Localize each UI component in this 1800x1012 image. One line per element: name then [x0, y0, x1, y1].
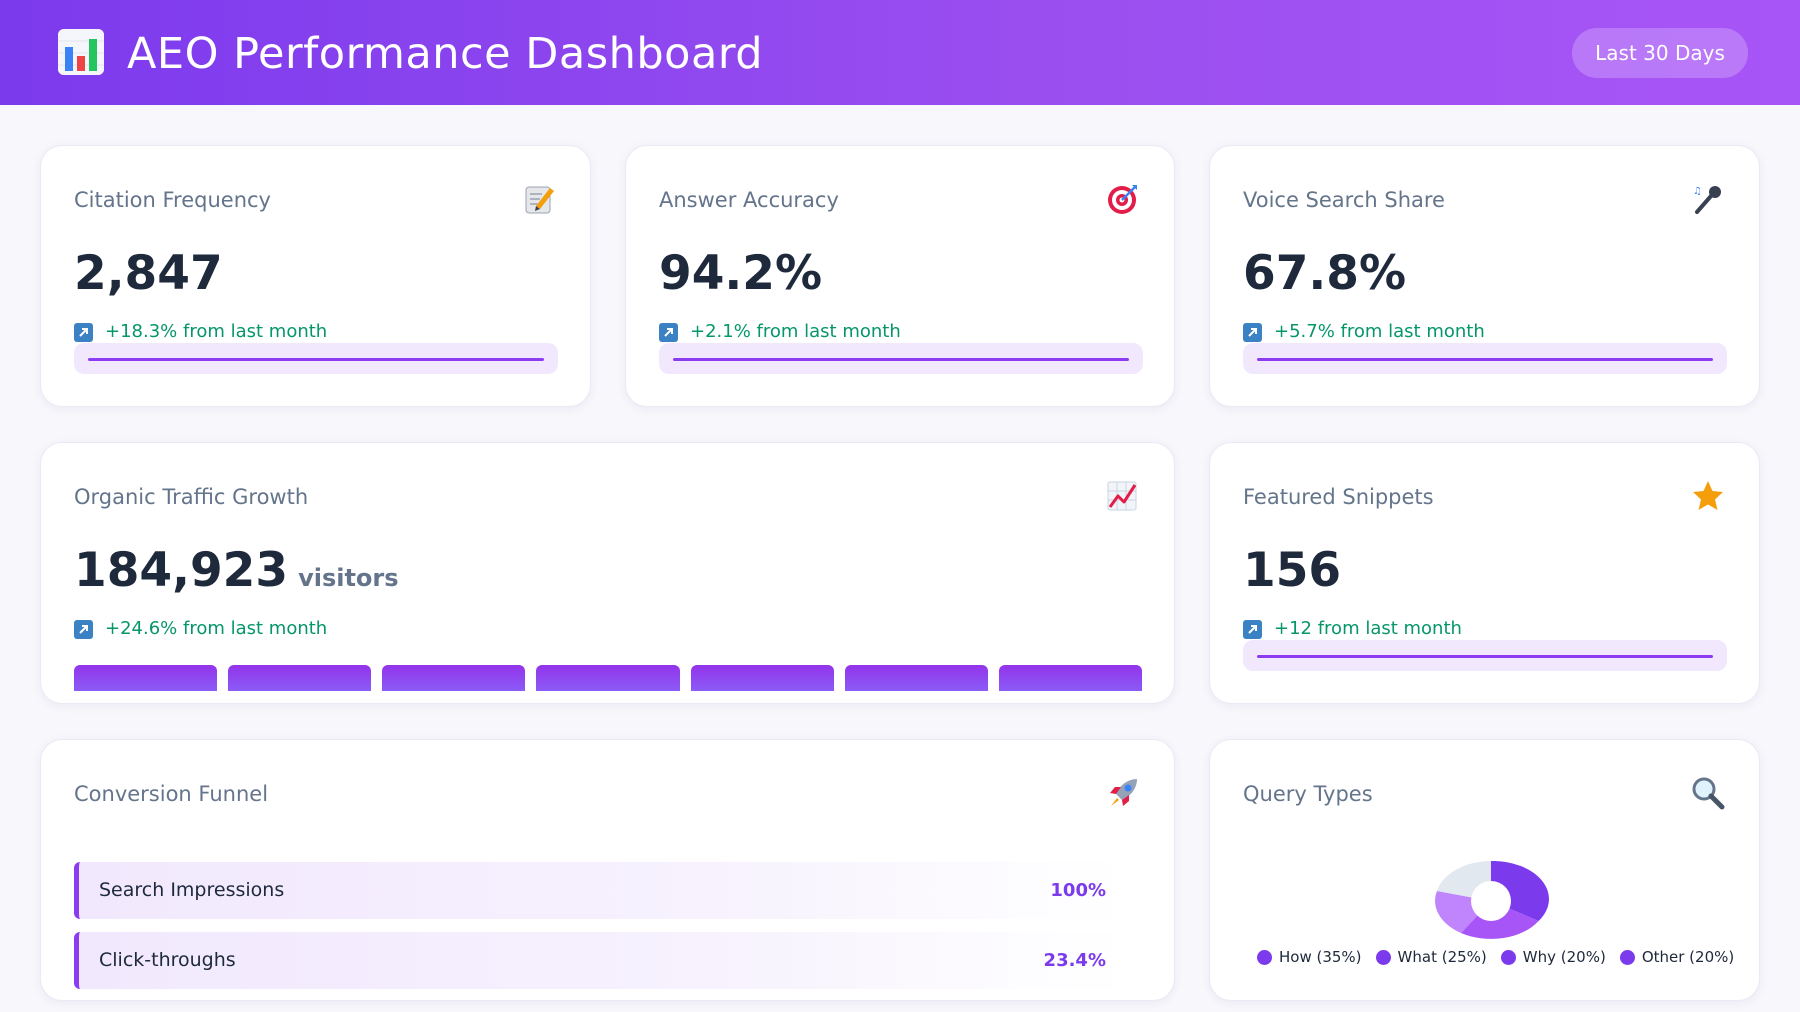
legend-item: Why (20%) — [1500, 948, 1606, 966]
metric-change: +5.7% from last month — [1243, 320, 1485, 344]
card-title: Conversion Funnel — [74, 782, 269, 806]
voice-search-card: Voice Search Share ♫ 67.8% +5.7% from la… — [1209, 145, 1760, 407]
donut-slice-what — [1461, 901, 1539, 939]
traffic-bar — [74, 665, 218, 691]
traffic-bar — [536, 665, 680, 691]
change-text: +24.6% from last month — [105, 618, 328, 639]
microphone-icon: ♫ — [1691, 182, 1725, 216]
legend-dot — [1375, 949, 1391, 965]
legend-item: What (25%) — [1375, 948, 1487, 966]
organic-traffic-card: Organic Traffic Growth 184,923 visitors +… — [40, 442, 1175, 704]
progress-fill — [1257, 655, 1713, 658]
legend-item: How (35%) — [1257, 948, 1362, 966]
legend-dot — [1619, 949, 1635, 965]
change-text: +5.7% from last month — [1274, 321, 1485, 342]
metric-value: 2,847 — [74, 246, 223, 301]
conversion-funnel-card: Conversion Funnel Search Impressions 100… — [40, 739, 1175, 1001]
change-text: +2.1% from last month — [690, 321, 901, 342]
funnel-label: Click-throughs — [99, 949, 236, 971]
rocket-icon — [1106, 776, 1140, 810]
funnel-percent: 23.4% — [1043, 950, 1106, 971]
traffic-unit: visitors — [298, 564, 399, 592]
legend-label: What (25%) — [1397, 948, 1487, 966]
progress-track — [1243, 640, 1727, 671]
metric-value: 156 — [1243, 543, 1342, 598]
traffic-bar — [228, 665, 372, 691]
legend-label: Why (20%) — [1522, 948, 1606, 966]
memo-icon — [522, 182, 556, 216]
traffic-bar — [382, 665, 526, 691]
arrow-up-right-icon — [74, 322, 93, 342]
progress-track — [1243, 343, 1727, 374]
traffic-bar — [690, 665, 834, 691]
donut-hole — [1471, 881, 1511, 921]
legend-dot — [1257, 949, 1272, 965]
metric-change: +24.6% from last month — [74, 617, 327, 641]
traffic-number: 184,923 — [74, 543, 289, 598]
query-types-legend: How (35%) What (25%) Why (20%) Other (20… — [1257, 948, 1734, 966]
featured-snippets-card: Featured Snippets 156 +12 from last mont… — [1209, 442, 1760, 704]
bar-chart-icon — [58, 29, 104, 75]
card-title: Citation Frequency — [74, 188, 271, 212]
funnel-percent: 100% — [1050, 880, 1106, 901]
change-text: +12 from last month — [1274, 618, 1462, 639]
target-icon — [1106, 182, 1140, 216]
magnifier-icon — [1691, 776, 1725, 810]
arrow-up-right-icon — [1243, 619, 1262, 639]
answer-accuracy-card: Answer Accuracy 94.2% +2.1% from last mo… — [625, 145, 1175, 407]
legend-label: Other (20%) — [1641, 948, 1735, 966]
metric-change: +18.3% from last month — [74, 320, 327, 344]
arrow-up-right-icon — [74, 619, 93, 639]
metric-change: +2.1% from last month — [659, 320, 901, 344]
metric-value: 94.2% — [659, 246, 823, 301]
change-text: +18.3% from last month — [105, 321, 328, 342]
card-title: Query Types — [1243, 782, 1373, 806]
dashboard-header: AEO Performance Dashboard Last 30 Days — [0, 0, 1800, 105]
traffic-bar — [998, 665, 1142, 691]
card-title: Organic Traffic Growth — [74, 485, 309, 509]
svg-text:♫: ♫ — [1693, 186, 1702, 197]
metric-change: +12 from last month — [1243, 617, 1462, 641]
date-range-button[interactable]: Last 30 Days — [1572, 28, 1748, 78]
traffic-bar-strip — [74, 665, 1142, 691]
card-title: Voice Search Share — [1243, 188, 1445, 212]
query-types-card: Query Types How (35%) What (25%) Why (20… — [1209, 739, 1760, 1001]
query-types-donut — [1435, 861, 1549, 939]
citation-frequency-card: Citation Frequency 2,847 +18.3% from las… — [40, 145, 591, 407]
star-icon — [1691, 479, 1725, 513]
funnel-label: Search Impressions — [99, 879, 285, 901]
progress-fill — [673, 358, 1129, 361]
progress-track — [659, 343, 1143, 374]
metric-value: 67.8% — [1243, 246, 1407, 301]
progress-track — [74, 343, 558, 374]
legend-item: Other (20%) — [1619, 948, 1735, 966]
metric-value: 184,923 visitors — [74, 543, 399, 606]
legend-dot — [1500, 949, 1516, 965]
card-title: Answer Accuracy — [659, 188, 839, 212]
legend-label: How (35%) — [1279, 948, 1362, 966]
page-title: AEO Performance Dashboard — [127, 29, 764, 79]
arrow-up-right-icon — [1243, 322, 1262, 342]
progress-fill — [88, 358, 544, 361]
progress-fill — [1257, 358, 1713, 361]
card-title: Featured Snippets — [1243, 485, 1434, 509]
traffic-bar — [844, 665, 988, 691]
funnel-row: Click-throughs 23.4% — [74, 932, 1126, 989]
arrow-up-right-icon — [659, 322, 678, 342]
trending-up-icon — [1106, 479, 1140, 513]
funnel-row: Search Impressions 100% — [74, 862, 1126, 919]
